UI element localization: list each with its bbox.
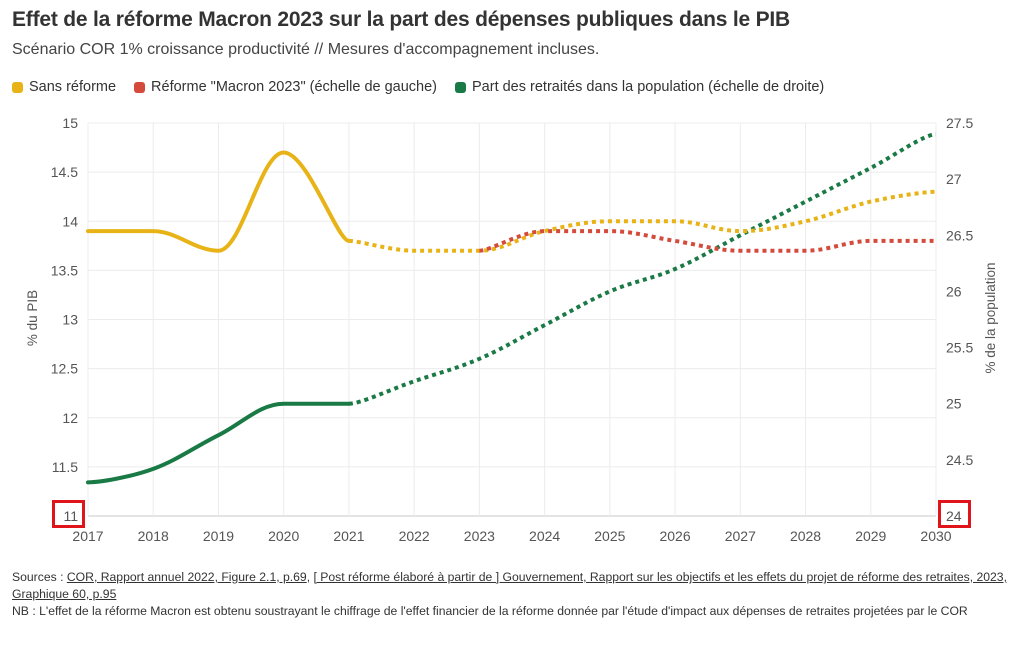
y-left-tick-label: 15	[62, 115, 78, 131]
legend-swatch-sans-reforme	[12, 81, 23, 93]
legend-label-part-retraites: Part des retraités dans la population (é…	[472, 79, 825, 95]
x-tick-label: 2020	[268, 528, 299, 544]
y-right-tick-label: 24	[946, 508, 962, 524]
x-tick-label: 2024	[529, 528, 560, 544]
chart-subtitle: Scénario COR 1% croissance productivité …	[12, 41, 600, 58]
x-tick-label: 2025	[594, 528, 625, 544]
sources-separator: ,	[306, 570, 311, 584]
y-left-tick-label: 12	[62, 410, 78, 426]
legend-item-part-retraites[interactable]: Part des retraités dans la population (é…	[455, 79, 824, 95]
y-left-tick-label: 13	[62, 312, 78, 328]
sources-prefix: Sources :	[12, 570, 64, 584]
legend-label-reforme-macron: Réforme "Macron 2023" (échelle de gauche…	[151, 79, 437, 95]
y-right-tick-label: 26.5	[946, 227, 973, 243]
y-right-tick-label: 27	[946, 171, 962, 187]
y-left-tick-label: 11	[63, 508, 78, 524]
y-left-tick-label: 12.5	[51, 361, 78, 377]
legend-swatch-reforme-macron	[134, 81, 146, 93]
y-axis-right-title: % de la population	[983, 262, 998, 373]
series-line-retraites-solid	[86, 401, 351, 485]
y-right-tick-label: 26	[946, 283, 962, 299]
grid-lines	[87, 122, 937, 517]
highlight-box-right-tick	[938, 500, 971, 528]
y-left-tick-label: 13.5	[51, 262, 78, 278]
x-tick-label: 2018	[138, 528, 169, 544]
legend: Sans réforme Réforme "Macron 2023" (éche…	[12, 79, 824, 95]
series-line-reforme-dotted	[479, 229, 936, 253]
legend-label-sans-reforme: Sans réforme	[29, 79, 117, 95]
line-chart: 11 11.5 12 12.5 13 13.5 14 14.5 15 24 24.5 25 25.5 26…	[25, 115, 998, 544]
series-line-sans-reforme-dotted	[348, 189, 937, 253]
sources-note: NB : L'effet de la réforme Macron est ob…	[12, 604, 968, 618]
x-tick-label: 2028	[790, 528, 821, 544]
x-tick-label: 2027	[725, 528, 756, 544]
y-axis-left-title: % du PIB	[25, 290, 40, 346]
series-line-retraites-dotted	[348, 132, 937, 406]
source-link-cor[interactable]: COR, Rapport annuel 2022, Figure 2.1, p.…	[66, 570, 307, 584]
axes: 11 11.5 12 12.5 13 13.5 14 14.5 15 24 24.5 25 25.5 26…	[51, 115, 974, 544]
x-tick-label: 2030	[920, 528, 951, 544]
y-left-tick-label: 14	[62, 213, 78, 229]
legend-swatch-part-retraites	[455, 81, 466, 93]
y-right-tick-label: 27.5	[946, 115, 973, 131]
series-line-sans-reforme-solid	[86, 150, 351, 253]
x-tick-label: 2023	[464, 528, 495, 544]
y-right-tick-label: 24.5	[946, 452, 973, 468]
series-lines	[86, 132, 937, 485]
x-tick-label: 2029	[855, 528, 886, 544]
x-tick-label: 2021	[333, 528, 364, 544]
x-tick-label: 2022	[399, 528, 430, 544]
y-right-tick-label: 25	[946, 396, 962, 412]
y-right-tick-label: 25.5	[946, 340, 973, 356]
chart-title: Effet de la réforme Macron 2023 sur la p…	[12, 8, 790, 31]
y-left-tick-label: 14.5	[51, 164, 78, 180]
sources-footnote: Sources : COR, Rapport annuel 2022, Figu…	[12, 569, 1007, 620]
source-link-gouvernement[interactable]: [ Post réforme élaboré à partir de ] Gou…	[12, 570, 1007, 601]
x-tick-label: 2026	[659, 528, 690, 544]
legend-item-sans-reforme[interactable]: Sans réforme	[12, 79, 116, 95]
legend-item-reforme-macron[interactable]: Réforme "Macron 2023" (échelle de gauche…	[134, 79, 437, 95]
y-left-tick-label: 11.5	[52, 459, 78, 475]
highlight-box-left-tick	[52, 500, 85, 528]
x-tick-label: 2019	[203, 528, 234, 544]
x-tick-label: 2017	[72, 528, 103, 544]
